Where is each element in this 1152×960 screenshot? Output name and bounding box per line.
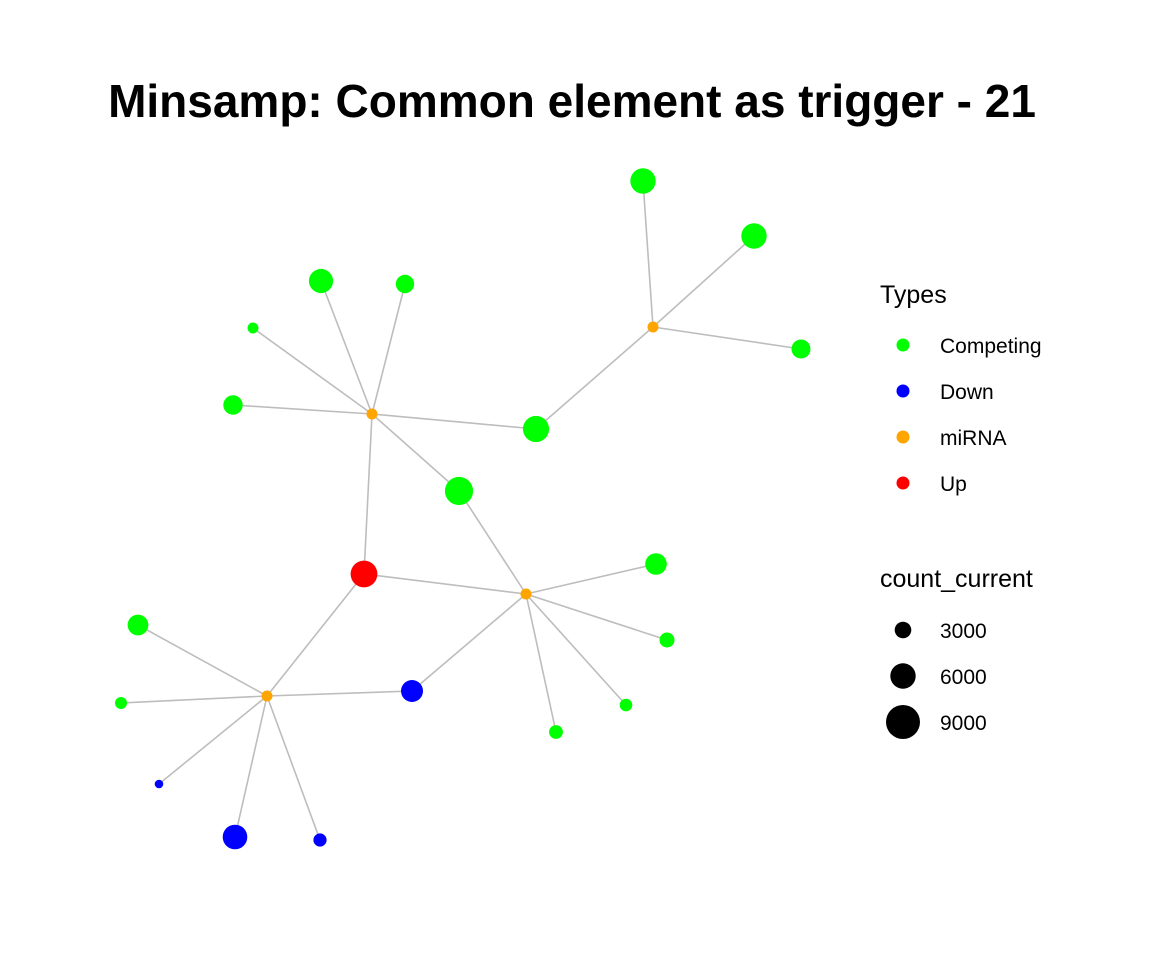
legend-types-title: Types: [880, 281, 947, 309]
node-competing-c13: [549, 725, 563, 739]
edge-m3-c13: [525, 593, 557, 733]
edge-m1-c2: [652, 235, 755, 328]
node-competing-c9: [444, 476, 474, 506]
node-competing-c14: [127, 614, 149, 636]
edge-m2-c7: [232, 404, 373, 415]
legend-size-label-6000: 6000: [940, 666, 987, 689]
chart-title: Minsamp: Common element as trigger - 21: [108, 75, 1036, 127]
node-competing-c3: [791, 339, 811, 359]
legend-types-label-competing: Competing: [940, 335, 1042, 358]
node-mirna-m1: [647, 321, 659, 333]
edge-m4-c15: [120, 695, 268, 704]
legend-types-label-down: Down: [940, 381, 994, 404]
node-competing-c4: [308, 268, 334, 294]
edge-m3-c12: [525, 593, 627, 706]
node-competing-c8: [522, 415, 550, 443]
node-competing-c7: [223, 395, 243, 415]
legend-size-label-9000: 9000: [940, 712, 987, 735]
legend-types-label-up: Up: [940, 473, 967, 496]
node-mirna-m4: [261, 690, 273, 702]
edge-m1-c8: [535, 326, 654, 430]
legend-types-key-up: [896, 476, 910, 490]
node-down-d4: [313, 833, 327, 847]
edge-m4-up1: [266, 573, 365, 697]
legend-size-label-3000: 3000: [940, 620, 987, 643]
nodes-layer: [115, 168, 811, 850]
node-up-up1: [350, 560, 378, 588]
node-competing-c15: [115, 697, 127, 709]
node-competing-c5: [395, 274, 415, 294]
node-mirna-m3: [520, 588, 532, 600]
node-mirna-m2: [366, 408, 378, 420]
edge-m3-c11: [525, 593, 668, 641]
edge-m2-c6: [252, 327, 373, 415]
edge-m4-d1: [266, 690, 413, 697]
edge-m2-c4: [320, 280, 373, 415]
node-competing-c11: [659, 632, 675, 648]
legend-types-label-mirna: miRNA: [940, 427, 1007, 450]
legend-types: Types Competing Down miRNA Up: [880, 281, 1042, 496]
edge-m1-c1: [642, 180, 654, 328]
edge-m2-c9: [371, 413, 460, 492]
node-competing-c2: [741, 223, 767, 249]
legend-types-key-down: [896, 384, 910, 398]
node-down-d2: [154, 779, 164, 789]
edge-m2-c8: [371, 413, 537, 430]
node-competing-c12: [619, 698, 633, 712]
node-down-d3: [222, 824, 248, 850]
edge-m4-d2: [158, 695, 268, 785]
edge-m1-c3: [652, 326, 802, 350]
node-down-d1: [401, 680, 423, 702]
edge-m2-c5: [371, 283, 406, 415]
node-competing-c10: [645, 553, 667, 575]
legend-size-key-9000: [886, 705, 920, 739]
node-competing-c1: [630, 168, 656, 194]
edges-layer: [120, 180, 802, 841]
edge-m4-d3: [234, 695, 268, 838]
legend-types-key-mirna: [896, 430, 910, 444]
edge-m3-up1: [363, 573, 527, 595]
legend-size-key-3000: [894, 621, 912, 639]
edge-m4-c14: [137, 624, 268, 697]
legend-size-title: count_current: [880, 565, 1033, 593]
node-competing-c6: [247, 322, 259, 334]
edge-m2-up1: [363, 413, 373, 575]
edge-m3-d1: [411, 593, 527, 692]
edge-m3-c9: [458, 490, 527, 595]
legend-size-key-6000: [890, 663, 916, 689]
edge-m4-d4: [266, 695, 321, 841]
legend-size: count_current 3000 6000 9000: [880, 565, 1033, 739]
edge-m3-c10: [525, 563, 657, 595]
legend-types-key-competing: [896, 338, 910, 352]
